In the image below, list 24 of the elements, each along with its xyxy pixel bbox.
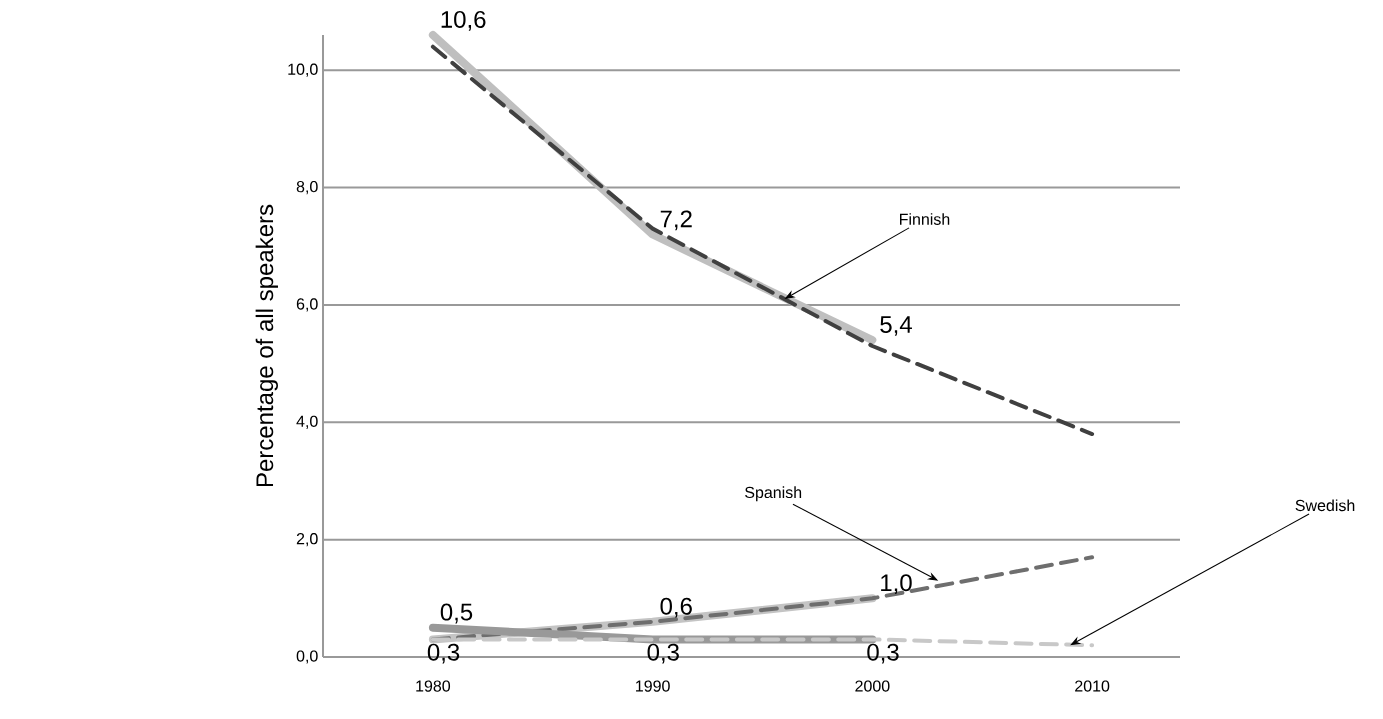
data-label: 0,6 xyxy=(660,597,692,618)
annotation: Swedish xyxy=(1295,499,1355,512)
annotation: Spanish xyxy=(745,486,802,502)
y-tick-label: 10,0 xyxy=(288,63,318,77)
data-label: 5,4 xyxy=(880,316,912,336)
x-tick-label: 2000 xyxy=(855,680,890,692)
data-label: 0,3 xyxy=(867,643,899,664)
data-label: 0,3 xyxy=(647,643,679,664)
data-label: 0,5 xyxy=(440,603,473,624)
y-tick-label: 4,0 xyxy=(296,415,318,429)
y-tick-label: 6,0 xyxy=(296,298,318,312)
data-label: 1,0 xyxy=(881,574,912,595)
x-tick-label: 1980 xyxy=(416,680,451,692)
y-tick-label: 8,0 xyxy=(296,180,318,195)
line-series xyxy=(430,44,1095,437)
x-tick-label: 1990 xyxy=(636,680,670,692)
data-label: 10,6 xyxy=(441,10,486,31)
y-tick-label: 0,0 xyxy=(296,650,318,664)
y-tick-label: 2,0 xyxy=(296,533,318,547)
annotation: Finnish xyxy=(900,213,950,225)
data-label: 0,3 xyxy=(427,643,460,664)
data-label: 7,2 xyxy=(660,210,692,231)
y-axis-title: Percentage of all speakers xyxy=(255,204,278,487)
x-tick-label: 2010 xyxy=(1075,680,1110,692)
